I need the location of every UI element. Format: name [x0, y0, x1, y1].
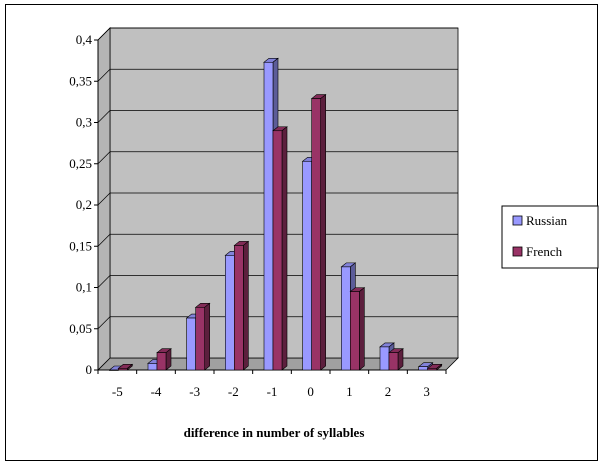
bar-french-face: [350, 291, 360, 371]
y-tick-label: 0,25: [69, 156, 92, 171]
bar-russian-face: [341, 266, 351, 371]
bar-russian-face: [225, 255, 235, 371]
bar-french: [426, 363, 443, 371]
bar-french: [117, 363, 134, 371]
y-tick-label: 0,4: [76, 32, 93, 47]
y-gridline: [97, 233, 458, 247]
bar-french-face: [281, 126, 288, 371]
bar-french-face: [195, 306, 205, 371]
x-tick-label: -1: [267, 384, 278, 399]
legend-swatch-french: [512, 246, 523, 257]
x-tick-label: -4: [151, 384, 162, 399]
bar-french-face: [234, 245, 244, 371]
legend-label-russian: Russian: [526, 213, 568, 228]
bar-russian-face: [379, 346, 390, 371]
bar-russian-face: [302, 160, 312, 371]
bar-french: [233, 240, 250, 371]
bar-french-face: [165, 348, 172, 371]
bar-french-face: [388, 352, 399, 371]
y-gridline: [97, 110, 458, 123]
y-tick-label: 0: [86, 362, 93, 377]
y-gridline: [97, 192, 458, 206]
bar-french: [194, 302, 211, 371]
y-tick-label: 0,1: [76, 280, 92, 295]
y-tick-label: 0,05: [69, 321, 92, 336]
bar-french: [156, 348, 172, 371]
x-tick-label: 0: [307, 384, 314, 399]
legend: Russian French: [501, 205, 599, 269]
bar-french-face: [156, 352, 167, 371]
bar-french-face: [272, 130, 283, 371]
x-tick-label: 3: [423, 384, 430, 399]
x-tick-label: 1: [346, 384, 353, 399]
bar-french-face: [204, 302, 210, 371]
y-gridline: [97, 27, 458, 41]
legend-swatch-russian: [512, 215, 523, 226]
bar-french: [349, 287, 366, 371]
bar-russian-face: [147, 363, 158, 371]
bar-french-face: [118, 368, 128, 371]
x-tick-label: -3: [189, 384, 200, 399]
bar-french: [388, 348, 404, 371]
bar-french-face: [311, 98, 321, 371]
bar-french: [272, 126, 288, 371]
bar-russian-face: [186, 317, 196, 371]
y-tick-label: 0,2: [76, 197, 92, 212]
plot-area: 0 0,05 0,1 0,15 0,2 0,25 0,3 0,35 0,4 -5 -4 -3 -2 -1 0…: [69, 27, 459, 399]
x-tick-label: -5: [112, 384, 123, 399]
legend-label-french: French: [526, 244, 563, 259]
x-tick-label: 2: [385, 384, 392, 399]
bar-french: [310, 93, 327, 371]
y-tick-label: 0,3: [76, 115, 92, 130]
x-axis-title: difference in number of syllables: [184, 425, 365, 440]
y-gridline: [97, 151, 458, 164]
y-gridline: [97, 68, 458, 82]
y-tick-label: 0,15: [69, 238, 92, 253]
bar-russian-face: [418, 366, 428, 371]
bar-french-face: [359, 287, 365, 371]
bar-french-face: [243, 240, 249, 371]
bar-russian-face: [109, 369, 119, 371]
x-tick-label: -2: [228, 384, 239, 399]
y-tick-label: 0,35: [69, 73, 92, 88]
bar-french-face: [320, 93, 326, 371]
bar-french-face: [427, 368, 437, 371]
bar-russian-face: [263, 61, 274, 371]
bar-french-face: [397, 348, 404, 371]
